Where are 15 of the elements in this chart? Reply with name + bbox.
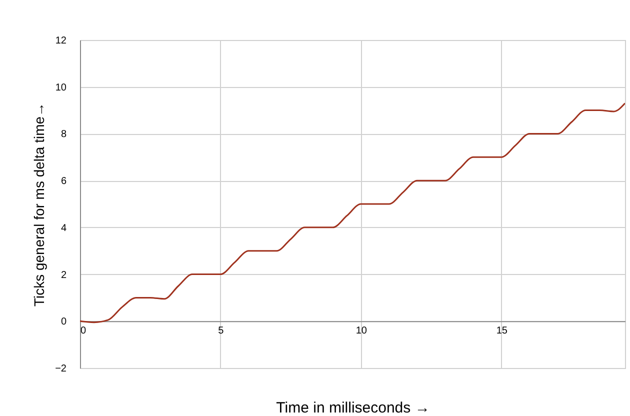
x-tick-label: 0 (80, 326, 86, 337)
y-tick-label: −2 (55, 364, 67, 374)
x-tick-label: 15 (496, 326, 508, 337)
x-axis-title: Time in milliseconds → (276, 400, 430, 416)
y-tick-label: 8 (60, 129, 67, 140)
y-tick-label: 6 (60, 176, 67, 188)
y-axis-title: Ticks general for ms delta time→ (31, 102, 48, 307)
y-tick-label: 4 (60, 222, 67, 234)
x-tick-label: 5 (218, 326, 224, 337)
x-tick-label: 10 (356, 326, 368, 337)
y-tick-label: 12 (55, 36, 67, 46)
line-series (80, 102, 625, 324)
y-tick-label: 2 (60, 270, 67, 281)
y-tick-label: 10 (55, 82, 67, 94)
y-tick-label: 0 (60, 316, 67, 328)
